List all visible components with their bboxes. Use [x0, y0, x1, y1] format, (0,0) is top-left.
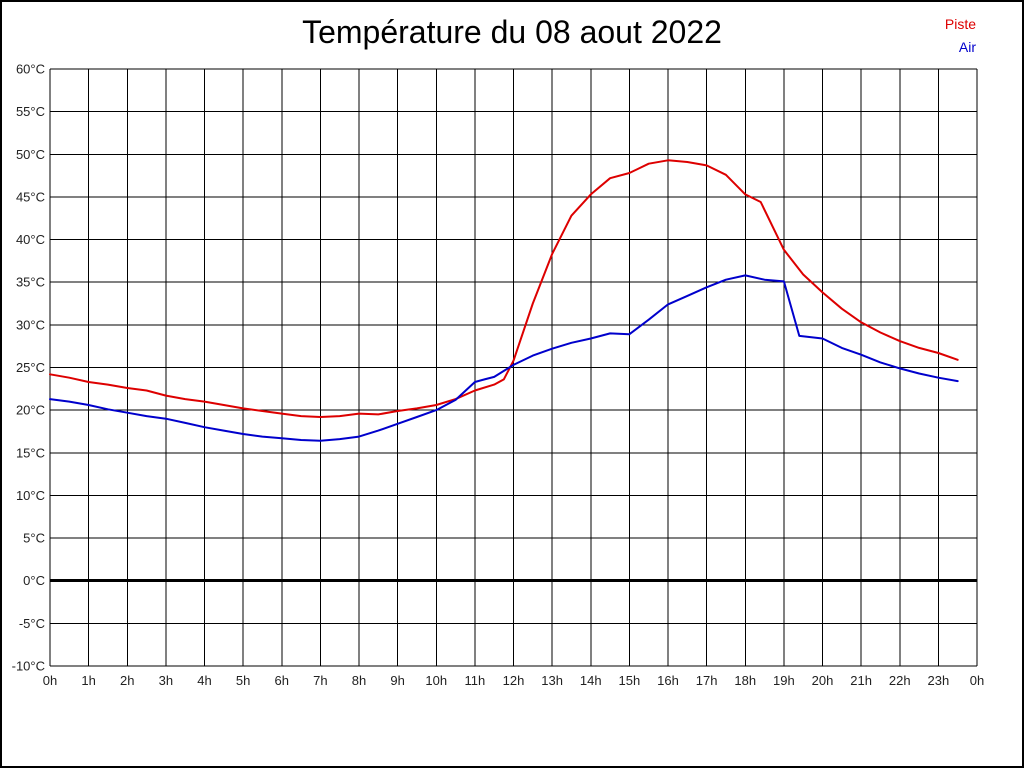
- y-tick-label: 35°C: [16, 275, 45, 290]
- y-tick-label: 30°C: [16, 317, 45, 332]
- chart-title: Température du 08 aout 2022: [302, 14, 722, 50]
- y-tick-label: 10°C: [16, 488, 45, 503]
- x-tick-label: 3h: [159, 673, 173, 688]
- x-tick-label: 22h: [889, 673, 911, 688]
- y-tick-label: 20°C: [16, 403, 45, 418]
- x-tick-label: 9h: [390, 673, 404, 688]
- series-line-piste: [49, 159, 959, 418]
- y-tick-label: 0°C: [23, 573, 45, 588]
- x-tick-label: 12h: [503, 673, 525, 688]
- x-tick-label: 11h: [465, 673, 486, 688]
- y-tick-label: 5°C: [23, 531, 45, 546]
- x-tick-label: 10h: [425, 673, 447, 688]
- legend-item-air: Air: [958, 39, 976, 55]
- y-tick-label: 15°C: [16, 445, 45, 460]
- x-tick-label: 0h: [970, 673, 984, 688]
- series-line-air: [49, 274, 959, 442]
- legend-item-piste: Piste: [944, 16, 976, 32]
- x-tick-label: 20h: [812, 673, 834, 688]
- x-tick-label: 7h: [313, 673, 327, 688]
- x-tick-label: 0h: [43, 673, 57, 688]
- x-tick-label: 21h: [850, 673, 872, 688]
- x-tick-label: 2h: [120, 673, 134, 688]
- x-tick-label: 5h: [236, 673, 250, 688]
- y-tick-label: 25°C: [16, 360, 45, 375]
- y-tick-label: 45°C: [16, 189, 45, 204]
- x-tick-label: 17h: [696, 673, 718, 688]
- y-tick-label: -10°C: [12, 659, 45, 674]
- x-tick-label: 8h: [352, 673, 366, 688]
- x-tick-label: 6h: [275, 673, 289, 688]
- x-tick-label: 1h: [81, 673, 95, 688]
- x-tick-label: 13h: [541, 673, 563, 688]
- x-tick-label: 14h: [580, 673, 602, 688]
- y-tick-label: 55°C: [16, 104, 45, 119]
- x-tick-label: 16h: [657, 673, 679, 688]
- y-tick-label: 50°C: [16, 147, 45, 162]
- y-tick-label: -5°C: [19, 616, 45, 631]
- y-tick-label: 40°C: [16, 232, 45, 247]
- chart-legend: Piste Air: [945, 13, 976, 59]
- x-tick-label: 23h: [928, 673, 950, 688]
- x-tick-label: 18h: [734, 673, 756, 688]
- x-tick-label: 15h: [619, 673, 641, 688]
- x-tick-label: 19h: [773, 673, 795, 688]
- y-tick-label: 60°C: [16, 62, 45, 77]
- x-tick-label: 4h: [197, 673, 211, 688]
